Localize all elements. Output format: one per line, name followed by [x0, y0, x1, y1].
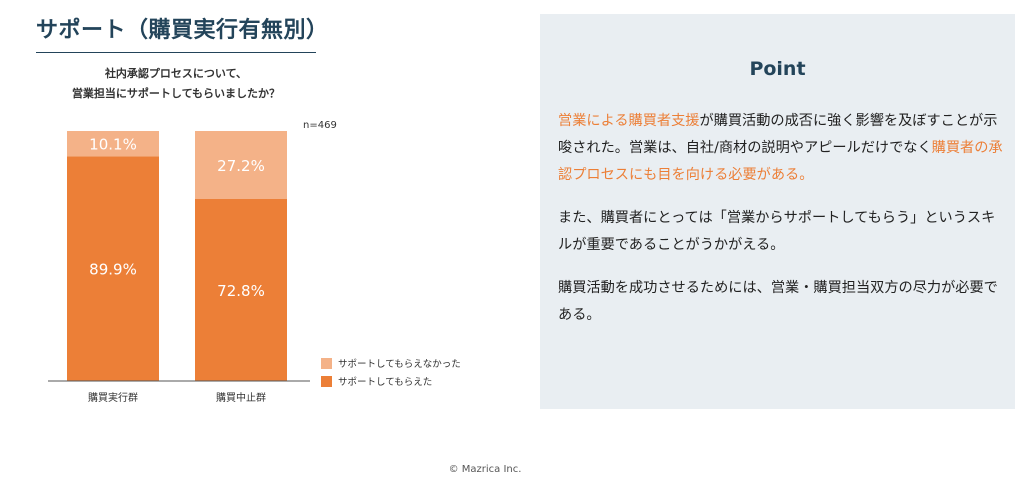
data-label: 27.2% [217, 157, 265, 175]
body-text: が購買活動の成否に強く影響を及ぼすことが示唆された。営業は、自社/商材の説明やア… [558, 113, 998, 156]
legend-swatch [321, 376, 332, 387]
point-paragraph-3: 購買活動を成功させるためには、営業・購買担当双方の尽力が必要である。 [558, 280, 998, 323]
legend-label: サポートしてもらえた [338, 377, 432, 388]
legend-swatch [321, 358, 332, 369]
x-tick-label: 購買中止群 [216, 391, 266, 404]
subtitle-line-2: 営業担当にサポートしてもらいましたか？ [71, 87, 281, 100]
bar-segment [67, 131, 159, 157]
highlight-text: 購買者の承認プロセスにも目を向ける必要がある。 [558, 140, 1003, 183]
data-label: 72.8% [217, 282, 265, 300]
point-paragraph-2: また、購買者にとっては「営業からサポートしてもらう」というスキルが重要であること… [558, 210, 996, 253]
copyright: © Mazrica Inc. [448, 464, 522, 475]
sample-size-note: n=469 [303, 120, 337, 131]
bar-segment [67, 156, 159, 381]
x-tick-label: 購買実行群 [88, 391, 138, 404]
point-panel: Point 営業による購買者支援が購買活動の成否に強く影響を及ぼすことが示唆され… [540, 14, 1015, 409]
chart-subtitle: 社内承認プロセスについて、 営業担当にサポートしてもらいましたか？ [36, 64, 316, 104]
bar-segment [195, 199, 287, 381]
subtitle-line-1: 社内承認プロセスについて、 [104, 67, 248, 80]
point-paragraph-1: 営業による購買者支援が購買活動の成否に強く影響を及ぼすことが示唆された。営業は、… [558, 108, 1006, 189]
bar-segment [195, 131, 287, 199]
point-title: Point [749, 58, 806, 80]
title-underline [36, 52, 316, 53]
legend-label: サポートしてもらえなかった [338, 359, 461, 370]
data-label: 10.1% [89, 136, 137, 154]
page-title: サポート（購買実行有無別） [36, 18, 329, 43]
data-label: 89.9% [89, 261, 137, 279]
highlight-text: 営業による購買者支援 [558, 113, 700, 129]
stacked-bar-chart: 89.9% 10.1% 購買実行群 72.8% 27.2% 購買中止群 n=469 サポートし… [48, 120, 461, 404]
point-body: 営業による購買者支援が購買活動の成否に強く影響を及ぼすことが示唆された。営業は、… [558, 108, 1006, 345]
